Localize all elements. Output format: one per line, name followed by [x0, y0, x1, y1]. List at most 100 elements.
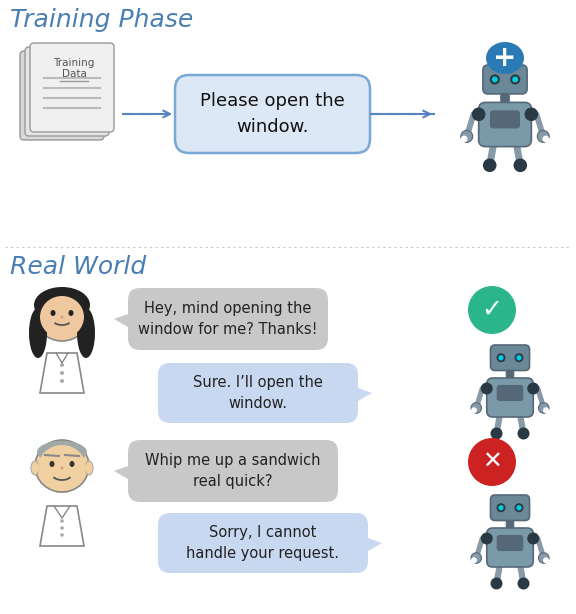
Bar	[56, 479, 68, 493]
FancyBboxPatch shape	[497, 535, 523, 551]
Circle shape	[491, 427, 502, 440]
Circle shape	[471, 407, 477, 413]
Polygon shape	[358, 388, 372, 401]
Circle shape	[497, 503, 506, 512]
Text: Whip me up a sandwich
real quick?: Whip me up a sandwich real quick?	[145, 453, 321, 489]
Circle shape	[543, 558, 549, 563]
Circle shape	[481, 532, 492, 545]
Circle shape	[516, 505, 522, 510]
Circle shape	[60, 533, 64, 537]
Text: +: +	[493, 44, 517, 72]
Text: ✓: ✓	[482, 298, 502, 322]
Circle shape	[517, 427, 529, 440]
Circle shape	[472, 107, 486, 121]
FancyBboxPatch shape	[497, 386, 523, 400]
Text: Training: Training	[54, 58, 94, 68]
FancyBboxPatch shape	[128, 440, 338, 502]
FancyBboxPatch shape	[506, 521, 514, 528]
Circle shape	[543, 407, 549, 413]
Circle shape	[513, 158, 527, 172]
Circle shape	[512, 77, 518, 82]
Circle shape	[468, 286, 516, 334]
Polygon shape	[40, 353, 84, 393]
Circle shape	[525, 107, 538, 121]
Ellipse shape	[77, 308, 95, 358]
Ellipse shape	[35, 440, 89, 492]
Circle shape	[481, 383, 492, 395]
Circle shape	[517, 578, 529, 589]
Circle shape	[60, 316, 63, 319]
Circle shape	[498, 505, 503, 510]
FancyBboxPatch shape	[158, 513, 368, 573]
FancyBboxPatch shape	[501, 94, 509, 103]
Circle shape	[471, 558, 477, 563]
Polygon shape	[114, 466, 128, 479]
FancyBboxPatch shape	[487, 378, 533, 417]
Circle shape	[60, 379, 64, 383]
Ellipse shape	[40, 296, 84, 338]
Circle shape	[60, 363, 64, 367]
Ellipse shape	[51, 310, 55, 316]
Circle shape	[516, 355, 522, 360]
FancyBboxPatch shape	[128, 288, 328, 350]
Text: Training Phase: Training Phase	[10, 8, 194, 32]
Circle shape	[483, 158, 497, 172]
Circle shape	[543, 136, 549, 142]
Text: ✕: ✕	[482, 450, 502, 474]
FancyBboxPatch shape	[20, 51, 104, 140]
Circle shape	[60, 467, 63, 470]
Text: Real World: Real World	[10, 255, 146, 279]
Ellipse shape	[34, 287, 90, 323]
FancyBboxPatch shape	[158, 363, 358, 423]
FancyBboxPatch shape	[506, 370, 514, 378]
FancyBboxPatch shape	[175, 75, 370, 153]
Circle shape	[514, 503, 524, 512]
Ellipse shape	[37, 441, 87, 463]
Text: Sorry, I cannot
handle your request.: Sorry, I cannot handle your request.	[187, 525, 339, 561]
FancyBboxPatch shape	[483, 65, 527, 94]
FancyBboxPatch shape	[491, 495, 529, 521]
Ellipse shape	[486, 42, 524, 74]
Text: Sure. I’ll open the
window.: Sure. I’ll open the window.	[193, 375, 323, 411]
Polygon shape	[40, 506, 84, 546]
Circle shape	[510, 74, 520, 85]
Ellipse shape	[31, 461, 39, 475]
FancyBboxPatch shape	[491, 345, 529, 370]
Text: Please open the
window.: Please open the window.	[200, 92, 345, 136]
Circle shape	[471, 403, 482, 413]
Text: Data: Data	[62, 69, 86, 79]
Ellipse shape	[29, 308, 47, 358]
Ellipse shape	[69, 310, 74, 316]
Circle shape	[539, 403, 549, 413]
Circle shape	[497, 353, 506, 362]
Circle shape	[461, 136, 468, 142]
Ellipse shape	[35, 289, 89, 341]
FancyBboxPatch shape	[479, 103, 531, 147]
FancyBboxPatch shape	[491, 111, 520, 128]
Ellipse shape	[50, 461, 55, 467]
Ellipse shape	[85, 461, 93, 475]
Circle shape	[468, 438, 516, 486]
Bar	[56, 326, 68, 340]
Ellipse shape	[70, 461, 74, 467]
Circle shape	[539, 553, 549, 563]
Circle shape	[527, 383, 539, 395]
Circle shape	[498, 355, 503, 360]
Circle shape	[490, 74, 500, 85]
FancyBboxPatch shape	[30, 43, 114, 132]
Circle shape	[60, 371, 64, 375]
Circle shape	[491, 578, 502, 589]
Circle shape	[492, 77, 498, 82]
Circle shape	[537, 130, 549, 142]
Polygon shape	[368, 538, 382, 551]
FancyBboxPatch shape	[487, 528, 533, 567]
Circle shape	[461, 130, 473, 142]
Circle shape	[471, 553, 482, 563]
Polygon shape	[114, 314, 128, 327]
Circle shape	[60, 519, 64, 523]
Circle shape	[60, 526, 64, 530]
Circle shape	[514, 353, 524, 362]
FancyBboxPatch shape	[25, 47, 109, 136]
Circle shape	[527, 532, 539, 545]
Ellipse shape	[38, 445, 86, 491]
